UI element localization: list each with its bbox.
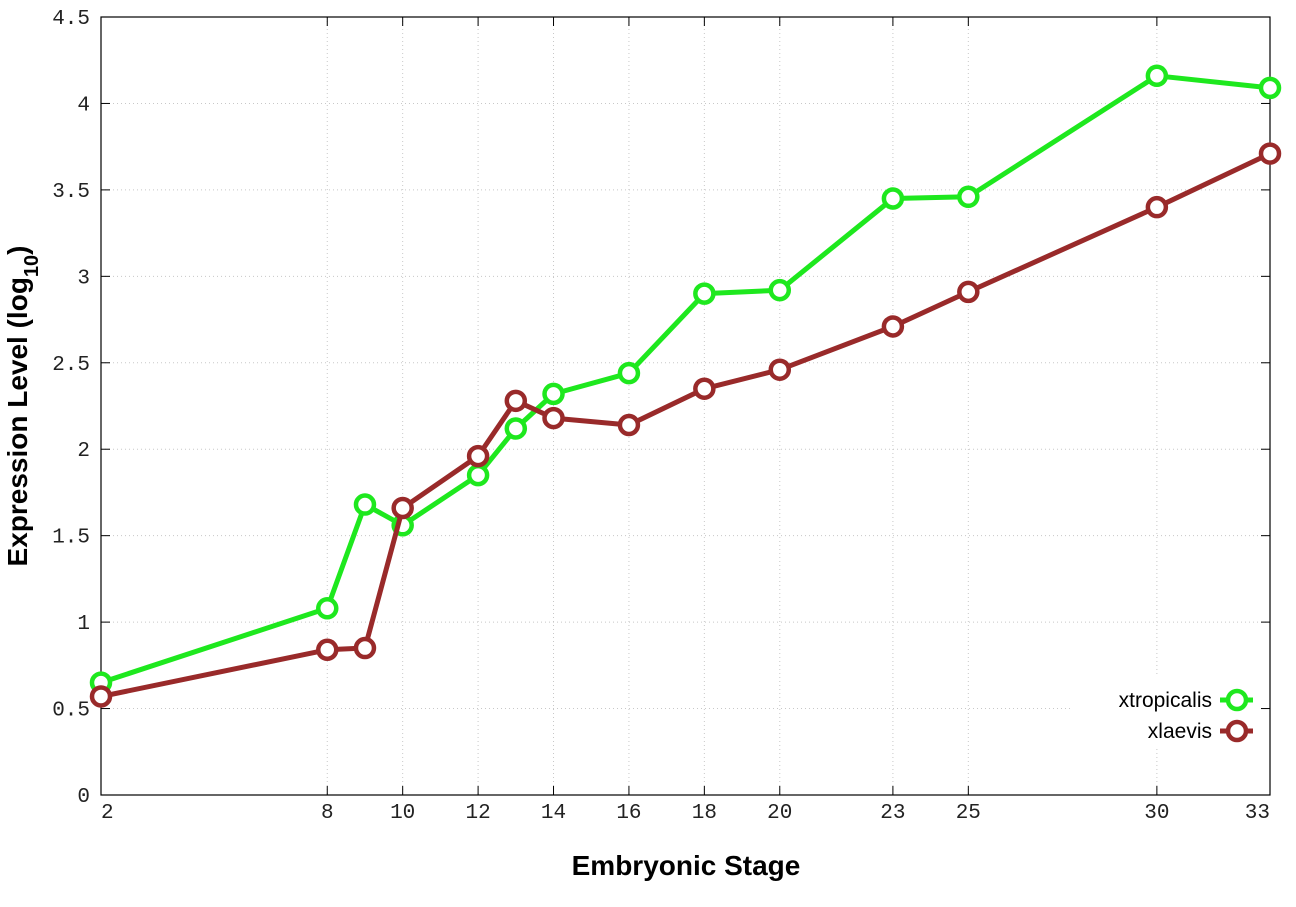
data-point-xtropicalis	[1145, 64, 1169, 88]
data-point-xtropicalis	[542, 382, 565, 406]
data-point-xtropicalis	[768, 278, 792, 302]
data-point-xlaevis	[89, 685, 113, 708]
y-tick-label: 0.5	[52, 700, 90, 723]
data-point-xlaevis	[881, 315, 905, 338]
y-tick-label: 3	[77, 267, 90, 290]
data-point-xtropicalis	[881, 187, 905, 210]
data-point-xlaevis	[542, 406, 565, 430]
y-tick-label: 4	[77, 94, 90, 117]
data-point-xtropicalis	[617, 361, 641, 385]
series-line-xtropicalis	[100, 73, 1271, 685]
data-point-xlaevis	[391, 496, 414, 520]
data-point-xtropicalis	[353, 493, 377, 516]
axis-ticks: 0 0.5 1 1.5 2 2.5 3 3.5 4 4.5 2 8 10 12 14 16 18 20 23 25 30…	[52, 8, 1271, 825]
x-tick-label: 10	[390, 802, 415, 825]
x-tick-label: 30	[1144, 802, 1169, 825]
x-tick-label: 8	[321, 802, 334, 825]
data-point-xlaevis	[353, 636, 377, 660]
legend-swatch-marker	[1225, 719, 1249, 743]
series-xlaevis	[89, 142, 1282, 708]
legend-label: xtropicalis	[1119, 689, 1212, 712]
y-tick-label: 3.5	[52, 181, 90, 204]
y-axis-title-close: )	[2, 246, 33, 255]
series-xtropicalis	[89, 64, 1282, 694]
data-point-xtropicalis	[316, 597, 339, 620]
series-layer	[89, 64, 1282, 708]
data-point-xlaevis	[693, 377, 716, 400]
data-point-xlaevis	[316, 638, 339, 662]
y-axis-title-main: Expression Level (log	[2, 277, 33, 566]
legend-swatch-marker	[1225, 688, 1249, 712]
x-tick-label: 33	[1245, 802, 1270, 825]
legend: xtropicalis xlaevis	[1072, 677, 1260, 747]
data-point-xlaevis	[1145, 195, 1169, 219]
series-line-xlaevis	[100, 151, 1272, 699]
data-point-xtropicalis	[504, 417, 528, 440]
x-tick-label: 20	[767, 802, 792, 825]
x-tick-label: 2	[101, 802, 114, 825]
data-point-xtropicalis	[1258, 76, 1282, 100]
y-tick-label: 2	[77, 440, 90, 463]
data-point-xlaevis	[504, 389, 528, 413]
x-tick-label: 16	[616, 802, 641, 825]
data-point-xtropicalis	[693, 282, 716, 305]
data-point-xtropicalis	[957, 185, 980, 209]
data-point-xtropicalis	[466, 463, 490, 487]
x-tick-label: 23	[880, 802, 905, 825]
y-tick-label: 0	[77, 786, 90, 809]
data-point-xlaevis	[1258, 142, 1282, 165]
legend-label: xlaevis	[1148, 720, 1212, 743]
plot-frame	[100, 16, 1271, 796]
x-tick-label: 25	[956, 802, 981, 825]
x-tick-label: 14	[541, 802, 566, 825]
grid-lines	[101, 17, 1270, 795]
y-tick-label: 1.5	[52, 527, 90, 550]
data-point-xlaevis	[768, 358, 792, 381]
x-axis-title: Embryonic Stage	[572, 850, 801, 881]
data-point-xlaevis	[617, 413, 641, 437]
y-axis-title: Expression Level (log10)	[2, 246, 43, 567]
y-tick-label: 2.5	[52, 354, 90, 377]
y-tick-label: 4.5	[52, 8, 90, 31]
y-tick-label: 1	[77, 613, 90, 636]
x-tick-label: 12	[465, 802, 490, 825]
y-axis-title-subscript: 10	[21, 255, 43, 277]
x-tick-label: 18	[692, 802, 717, 825]
data-point-xlaevis	[466, 444, 490, 468]
data-point-xlaevis	[957, 280, 980, 304]
